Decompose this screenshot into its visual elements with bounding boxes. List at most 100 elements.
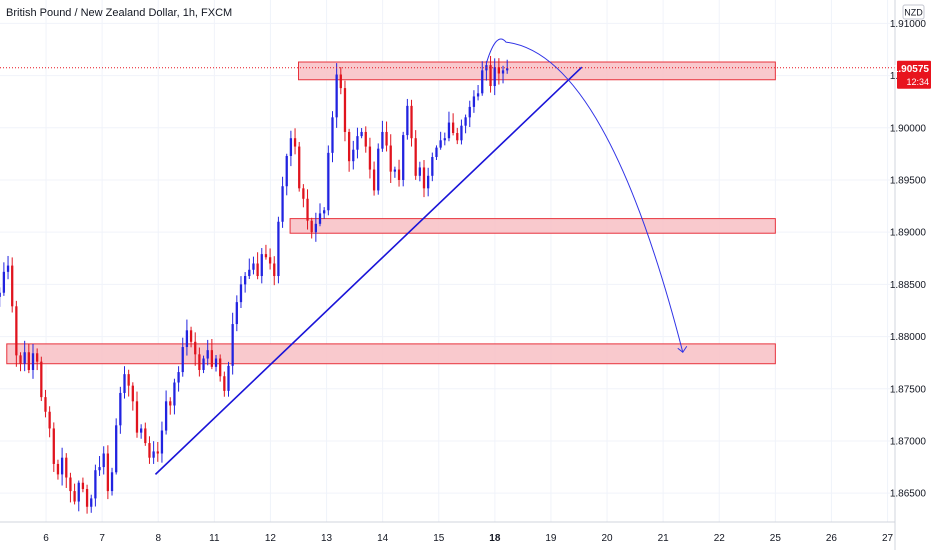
chart-title: British Pound / New Zealand Dollar, 1h, … — [6, 7, 232, 19]
candle-body — [347, 131, 351, 162]
y-tick-label: 1.89000 — [890, 228, 927, 239]
x-tick-label: 27 — [882, 533, 894, 544]
x-tick-label: 19 — [545, 533, 557, 544]
candle-body — [60, 457, 64, 475]
price-label-value: 1.90575 — [893, 64, 930, 75]
candle-body — [81, 482, 85, 490]
candle-body — [36, 353, 39, 362]
candle-body — [243, 276, 247, 285]
candle-body — [219, 358, 222, 377]
candle-body — [115, 425, 118, 473]
candle-body — [177, 372, 180, 383]
candle-body — [476, 93, 480, 97]
candle-body — [194, 341, 197, 355]
candle-body — [123, 374, 126, 393]
candle-body — [364, 131, 367, 147]
zone-2 — [289, 218, 776, 234]
candle-body — [451, 122, 455, 133]
current-price-label: 1.90575 12:34 — [893, 60, 931, 89]
candle-body — [435, 147, 438, 158]
candle-body — [11, 265, 14, 307]
candle-body — [152, 451, 155, 458]
x-tick-label: 13 — [321, 533, 333, 544]
candle-body — [372, 169, 376, 191]
candle-body — [235, 302, 238, 325]
candle-body — [281, 186, 284, 222]
candle-body — [27, 352, 30, 370]
projection-arc — [485, 38, 684, 353]
candle-body — [69, 477, 72, 492]
candle-body — [339, 74, 342, 89]
candle-body — [239, 284, 243, 303]
candle-body — [431, 157, 434, 176]
candle-body — [323, 210, 326, 214]
candle-body — [210, 350, 214, 367]
candle-body — [489, 65, 492, 87]
y-tick-label: 1.88000 — [890, 332, 927, 343]
currency-badge[interactable]: NZD — [902, 4, 925, 20]
candle-body — [173, 382, 176, 406]
x-tick-label: 8 — [155, 533, 161, 544]
candle-body — [202, 358, 205, 370]
candle-body — [181, 347, 184, 373]
candle-body — [285, 155, 288, 187]
candle-body — [393, 169, 397, 172]
candle-body — [331, 117, 334, 153]
candle-body — [381, 131, 384, 149]
x-tick-label: 7 — [99, 533, 105, 544]
candle-body — [0, 292, 1, 297]
candle-body — [318, 213, 322, 224]
y-tick-label: 1.89500 — [890, 175, 927, 186]
candle-body — [427, 175, 430, 189]
candle-body — [360, 131, 363, 137]
candle-body — [406, 105, 409, 136]
candle-body — [464, 117, 467, 126]
candle-body — [377, 148, 380, 191]
candle-body — [119, 392, 122, 426]
x-tick-label: 6 — [43, 533, 49, 544]
candle-body — [85, 489, 89, 507]
candle-body — [314, 223, 317, 233]
x-tick-label: 20 — [601, 533, 613, 544]
candle-body — [493, 67, 496, 87]
candle-body — [110, 472, 114, 492]
projection-arrowhead — [677, 345, 688, 353]
candle-body — [273, 263, 276, 277]
candle-body — [40, 361, 43, 398]
candle-body — [368, 146, 372, 170]
candle-body — [481, 70, 484, 94]
candle-body — [468, 106, 471, 118]
candle-body — [56, 463, 60, 475]
candle-body — [302, 188, 305, 199]
candle-body — [90, 498, 93, 507]
candle-body — [501, 70, 505, 74]
candle-body — [185, 330, 189, 348]
candle-body — [65, 457, 68, 478]
candle-body — [385, 131, 388, 146]
candle-body — [418, 167, 421, 176]
candle-body — [356, 136, 359, 150]
candle-body — [98, 467, 101, 471]
candle-body — [306, 198, 309, 221]
x-tick-label: 22 — [714, 533, 726, 544]
candle-body — [227, 365, 230, 391]
candle-body — [289, 138, 293, 156]
x-tick-label: 12 — [265, 533, 277, 544]
y-axis-panel[interactable] — [895, 0, 932, 550]
candle-body — [456, 133, 459, 141]
y-tick-label: 1.87000 — [890, 436, 927, 447]
candle-body — [94, 470, 97, 499]
x-tick-label: 14 — [377, 533, 389, 544]
candle-body — [298, 146, 301, 189]
candle-body — [73, 491, 76, 502]
candle-body — [164, 401, 168, 431]
candle-body — [31, 353, 35, 370]
candle-body — [206, 350, 209, 359]
candle-body — [327, 152, 330, 211]
zones — [6, 61, 776, 365]
candle-body — [15, 306, 18, 356]
candle-body — [6, 265, 10, 272]
candle-body — [256, 263, 259, 277]
candle-body — [335, 74, 338, 118]
